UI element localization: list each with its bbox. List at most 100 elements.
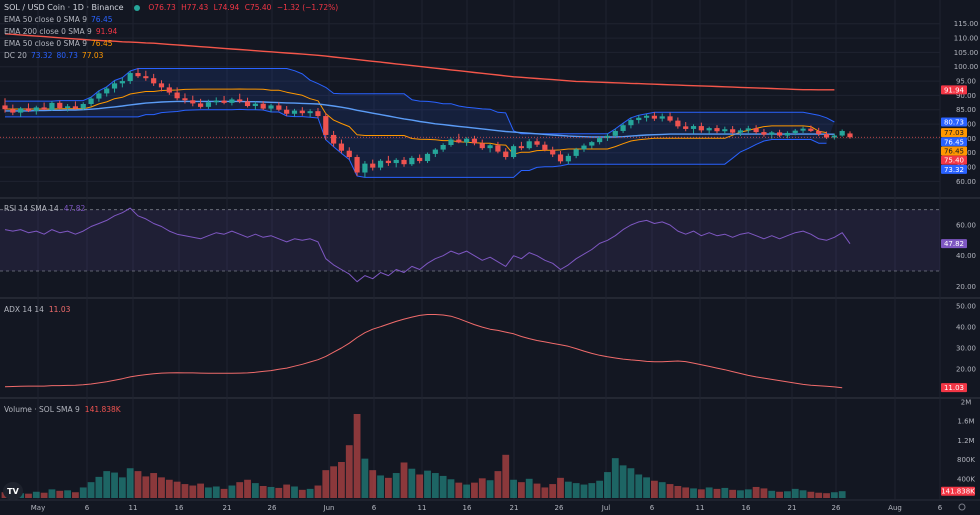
volume-bar[interactable] xyxy=(165,479,173,498)
adx-legend[interactable]: ADX 14 14 11.03 xyxy=(4,305,70,314)
volume-bar[interactable] xyxy=(283,484,291,498)
volume-bar[interactable] xyxy=(212,486,220,498)
candle-body[interactable] xyxy=(667,116,673,121)
candle-body[interactable] xyxy=(487,145,493,149)
volume-bar[interactable] xyxy=(760,488,768,498)
volume-bar[interactable] xyxy=(306,488,314,498)
volume-bar[interactable] xyxy=(126,468,134,498)
rsi-label-tag[interactable] xyxy=(941,239,967,249)
volume-bar[interactable] xyxy=(384,477,392,498)
volume-bar[interactable] xyxy=(220,488,228,498)
volume-bar[interactable] xyxy=(205,487,212,498)
candle-body[interactable] xyxy=(331,134,337,144)
volume-label-tag[interactable] xyxy=(941,486,975,496)
volume-bar[interactable] xyxy=(494,471,502,498)
candle-body[interactable] xyxy=(503,151,509,158)
candle-body[interactable] xyxy=(456,139,462,143)
price-label-tag[interactable] xyxy=(941,85,967,95)
volume-bar[interactable] xyxy=(314,485,322,498)
volume-bar[interactable] xyxy=(784,491,791,498)
candle-body[interactable] xyxy=(346,150,352,158)
candle-body[interactable] xyxy=(526,141,532,149)
volume-bar[interactable] xyxy=(776,491,783,498)
candle-body[interactable] xyxy=(135,73,141,77)
price-label-tag[interactable] xyxy=(941,155,967,165)
candle-body[interactable] xyxy=(18,108,24,113)
candle-body[interactable] xyxy=(659,116,665,119)
volume-bar[interactable] xyxy=(471,482,478,498)
price-label-tag[interactable] xyxy=(941,128,967,138)
candle-body[interactable] xyxy=(119,81,125,84)
candle-body[interactable] xyxy=(675,120,681,127)
candle-body[interactable] xyxy=(612,130,618,136)
volume-bar[interactable] xyxy=(502,454,510,498)
volume-bar[interactable] xyxy=(721,487,729,498)
volume-bar[interactable] xyxy=(682,487,690,498)
candle-body[interactable] xyxy=(784,132,791,136)
candle-body[interactable] xyxy=(604,135,611,139)
volume-bar[interactable] xyxy=(118,477,126,498)
volume-bar[interactable] xyxy=(189,485,197,498)
candle-body[interactable] xyxy=(354,157,360,173)
candle-body[interactable] xyxy=(698,126,704,131)
volume-bar[interactable] xyxy=(486,480,494,498)
candle-body[interactable] xyxy=(385,160,391,164)
volume-bar[interactable] xyxy=(173,481,181,498)
volume-bar[interactable] xyxy=(807,491,815,498)
candle-body[interactable] xyxy=(221,100,227,103)
candle-body[interactable] xyxy=(190,100,196,104)
candle-body[interactable] xyxy=(440,144,446,150)
volume-bar[interactable] xyxy=(690,488,697,498)
candle-body[interactable] xyxy=(565,155,571,162)
candle-body[interactable] xyxy=(730,129,736,133)
candle-body[interactable] xyxy=(393,159,399,164)
candle-body[interactable] xyxy=(299,110,305,114)
candle-body[interactable] xyxy=(620,125,626,131)
symbol-title[interactable]: SOL / USD Coin · 1D · Binance xyxy=(4,3,124,12)
volume-bar[interactable] xyxy=(25,493,32,498)
candle-body[interactable] xyxy=(683,126,689,129)
volume-bar[interactable] xyxy=(627,468,635,498)
price-label-tag[interactable] xyxy=(941,117,967,127)
indicator-legend-dc[interactable]: DC 20 73.32 80.73 77.03 xyxy=(4,51,103,62)
volume-bar[interactable] xyxy=(447,479,455,498)
volume-bar[interactable] xyxy=(838,491,846,498)
volume-bar[interactable] xyxy=(267,486,275,498)
candle-body[interactable] xyxy=(362,163,368,173)
candle-body[interactable] xyxy=(182,98,188,101)
candle-body[interactable] xyxy=(628,120,634,126)
volume-bar[interactable] xyxy=(416,474,424,498)
price-label-tag[interactable] xyxy=(941,137,967,147)
candle-body[interactable] xyxy=(424,153,431,162)
candle-body[interactable] xyxy=(377,160,384,168)
candle-body[interactable] xyxy=(174,92,180,99)
volume-bar[interactable] xyxy=(604,472,611,498)
volume-bar[interactable] xyxy=(768,490,776,498)
candle-body[interactable] xyxy=(252,103,258,107)
candle-body[interactable] xyxy=(800,128,806,131)
volume-bar[interactable] xyxy=(517,482,525,498)
candle-body[interactable] xyxy=(737,130,744,133)
volume-bar[interactable] xyxy=(510,479,517,498)
volume-bar[interactable] xyxy=(424,470,431,498)
candle-body[interactable] xyxy=(792,130,798,133)
candle-body[interactable] xyxy=(557,154,564,162)
candle-body[interactable] xyxy=(158,83,165,88)
candle-body[interactable] xyxy=(471,138,478,144)
volume-bar[interactable] xyxy=(791,488,799,498)
volume-bar[interactable] xyxy=(478,478,486,498)
volume-bar[interactable] xyxy=(377,475,384,498)
candle-body[interactable] xyxy=(839,130,845,136)
candle-body[interactable] xyxy=(127,73,133,82)
candle-body[interactable] xyxy=(57,102,63,109)
candle-body[interactable] xyxy=(776,132,783,136)
candle-body[interactable] xyxy=(831,135,837,138)
volume-bar[interactable] xyxy=(330,466,338,498)
volume-bar[interactable] xyxy=(56,490,64,498)
volume-bar[interactable] xyxy=(619,465,627,498)
volume-bar[interactable] xyxy=(40,492,48,498)
indicator-legend-ema50-b[interactable]: EMA 50 close 0 SMA 9 76.45 xyxy=(4,39,113,50)
candle-body[interactable] xyxy=(518,146,524,149)
volume-bar[interactable] xyxy=(580,484,588,498)
